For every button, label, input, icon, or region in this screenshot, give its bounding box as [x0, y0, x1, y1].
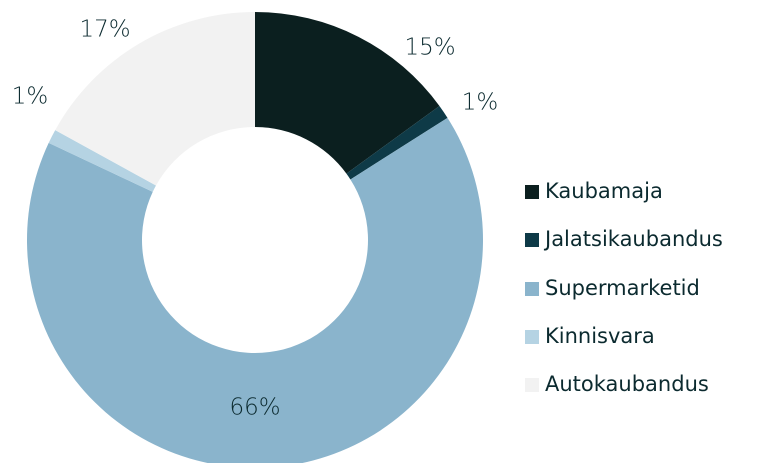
- data-label: 1%: [12, 84, 49, 110]
- legend-label: Supermarketid: [545, 276, 700, 300]
- legend-swatch: [525, 378, 539, 392]
- data-label: 66%: [229, 395, 280, 421]
- donut-slice: [255, 12, 440, 174]
- donut-slice: [48, 130, 156, 192]
- legend-label: Autokaubandus: [545, 372, 709, 396]
- data-label: 15%: [404, 35, 455, 61]
- legend-swatch: [525, 330, 539, 344]
- donut-slice: [346, 105, 448, 180]
- legend-swatch: [525, 185, 539, 199]
- legend-label: Jalatsikaubandus: [543, 227, 723, 251]
- legend-label: Kaubamaja: [545, 179, 663, 203]
- data-label: 17%: [79, 17, 130, 43]
- legend-swatch: [525, 233, 539, 247]
- legend-swatch: [525, 282, 539, 296]
- legend-label: Kinnisvara: [545, 324, 655, 348]
- donut-slice: [27, 117, 483, 463]
- donut-slice: [55, 12, 256, 186]
- data-label: 1%: [462, 90, 499, 116]
